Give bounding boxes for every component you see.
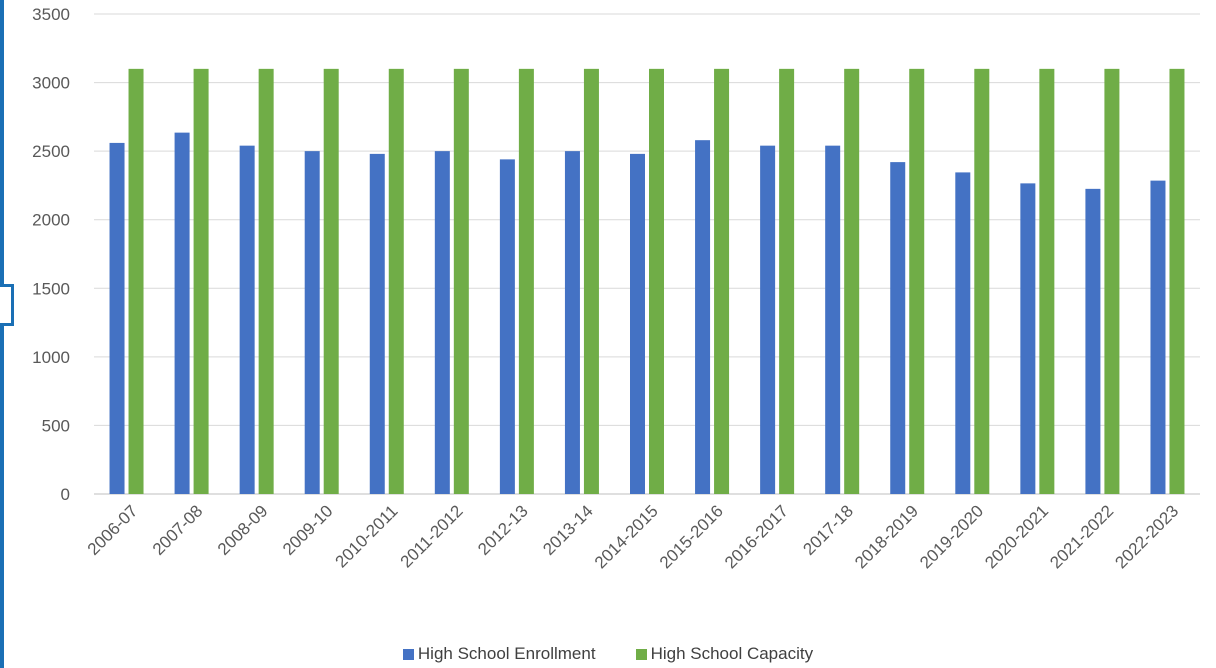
x-tick-label: 2006-07 <box>84 501 142 559</box>
bar-capacity <box>193 68 209 494</box>
x-tick-label: 2008-09 <box>214 501 272 559</box>
x-tick-label: 2018-2019 <box>851 501 922 572</box>
bar-enrollment <box>1150 180 1166 494</box>
legend-label-enrollment: High School Enrollment <box>417 644 596 663</box>
bar-enrollment <box>695 140 711 494</box>
bar-enrollment <box>174 132 190 494</box>
y-tick-label: 3000 <box>32 74 70 93</box>
bar-capacity <box>649 68 664 494</box>
y-tick-label: 3500 <box>32 5 70 24</box>
bar-capacity <box>128 68 144 494</box>
bar-capacity <box>258 68 274 494</box>
bar-enrollment <box>630 153 645 494</box>
bar-capacity <box>909 68 925 494</box>
bar-enrollment <box>825 145 841 494</box>
bar-capacity <box>974 68 990 494</box>
x-tick-label: 2021-2022 <box>1046 501 1117 572</box>
y-tick-label: 2000 <box>32 211 70 230</box>
x-tick-label: 2020-2021 <box>981 501 1052 572</box>
legend-item-enrollment: High School Enrollment <box>402 644 596 664</box>
chart-legend: High School Enrollment High School Capac… <box>0 644 1216 664</box>
bar-capacity <box>518 68 534 494</box>
bar-enrollment <box>499 159 515 494</box>
x-tick-label: 2016-2017 <box>721 501 792 572</box>
bar-enrollment <box>955 172 971 494</box>
bar-enrollment <box>304 151 320 494</box>
bar-enrollment <box>434 151 450 494</box>
x-tick-label: 2015-2016 <box>656 501 727 572</box>
bar-chart: 0 500 1000 1500 2000 2500 3000 3500 2006-07 2007-… <box>32 5 1200 572</box>
y-tick-label: 1000 <box>32 348 70 367</box>
legend-swatch-enrollment <box>402 648 414 660</box>
legend-swatch-capacity <box>635 648 647 660</box>
bar-enrollment <box>109 142 125 494</box>
bar-enrollment <box>369 153 385 494</box>
x-tick-label: 2012-13 <box>474 501 532 559</box>
legend-label-capacity: High School Capacity <box>650 644 814 663</box>
bar-capacity <box>583 68 599 494</box>
bar-enrollment <box>564 151 580 494</box>
bar-capacity <box>714 68 730 494</box>
bar-enrollment <box>239 145 255 494</box>
bar-enrollment <box>760 145 776 494</box>
x-tick-label: 2013-14 <box>539 501 597 559</box>
x-tick-label: 2014-2015 <box>591 501 662 572</box>
bar-capacity <box>1104 68 1120 494</box>
bar-capacity <box>1039 68 1055 494</box>
legend-item-capacity: High School Capacity <box>635 644 814 664</box>
y-tick-label: 0 <box>61 485 70 504</box>
bar-capacity <box>388 68 404 494</box>
bar-enrollment <box>890 162 906 494</box>
x-tick-label: 2011-2012 <box>397 501 467 571</box>
x-tick-label: 2019-2020 <box>916 501 987 572</box>
bar-capacity <box>844 68 860 494</box>
x-tick-label: 2010-2011 <box>332 501 402 571</box>
slide-frame-marker <box>0 284 14 326</box>
bar-capacity <box>779 68 795 494</box>
bar-capacity <box>323 68 339 494</box>
slide-frame-border <box>0 0 4 668</box>
bar-enrollment <box>1020 183 1036 494</box>
x-tick-label: 2022-2023 <box>1111 501 1182 572</box>
x-tick-label: 2009-10 <box>279 501 337 559</box>
bar-enrollment <box>1085 188 1101 494</box>
y-tick-label: 2500 <box>32 142 70 161</box>
y-tick-label: 1500 <box>32 279 70 298</box>
bar-capacity <box>1169 68 1185 494</box>
bar-capacity <box>453 68 469 494</box>
x-tick-label: 2017-18 <box>799 501 857 559</box>
x-tick-label: 2007-08 <box>149 501 207 559</box>
y-tick-label: 500 <box>42 416 70 435</box>
